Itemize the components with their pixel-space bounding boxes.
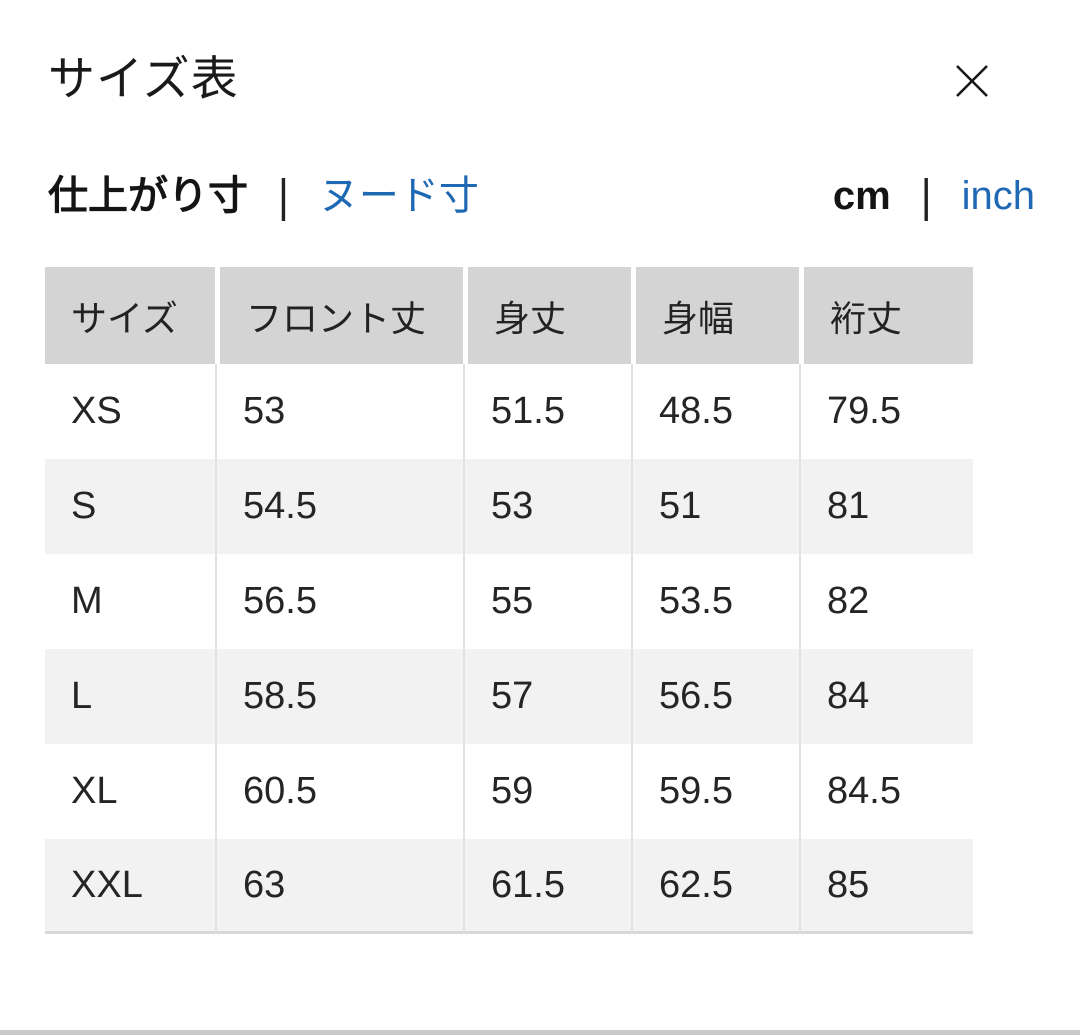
cell-value: 58.5 — [215, 649, 463, 745]
cell-value: 57 — [463, 649, 631, 745]
size-label: S — [45, 459, 215, 555]
table-row: L 58.5 57 56.5 84 — [45, 649, 973, 745]
cell-value: 56.5 — [215, 554, 463, 650]
cell-value: 79.5 — [799, 364, 973, 460]
cell-value: 53.5 — [631, 554, 799, 650]
tab-bar: 仕上がり寸 | ヌード寸 cm | inch — [48, 169, 1035, 223]
cell-value: 85 — [799, 839, 973, 935]
cell-value: 84.5 — [799, 744, 973, 840]
size-label: XXL — [45, 839, 215, 935]
close-button[interactable] — [948, 58, 996, 106]
cell-value: 53 — [215, 364, 463, 460]
cell-value: 60.5 — [215, 744, 463, 840]
unit-tab-group: cm | inch — [833, 169, 1035, 223]
table-row: XS 53 51.5 48.5 79.5 — [45, 364, 973, 460]
cell-value: 56.5 — [631, 649, 799, 745]
size-label: M — [45, 554, 215, 650]
table-row: XL 60.5 59 59.5 84.5 — [45, 744, 973, 840]
cell-value: 51.5 — [463, 364, 631, 460]
modal-header: サイズ表 — [0, 0, 1080, 109]
size-label: L — [45, 649, 215, 745]
size-label: XL — [45, 744, 215, 840]
tab-separator: | — [278, 169, 289, 222]
tab-unit-inch[interactable]: inch — [961, 174, 1035, 219]
size-table: サイズ フロント丈 身丈 身幅 裄丈 XS 53 51.5 48.5 79.5 … — [45, 267, 973, 935]
measurement-tab-group: 仕上がり寸 | ヌード寸 — [48, 169, 479, 223]
tab-unit-cm[interactable]: cm — [832, 174, 891, 219]
column-header-body-width: 身幅 — [631, 267, 799, 365]
table-row: M 56.5 55 53.5 82 — [45, 554, 973, 650]
cell-value: 84 — [799, 649, 973, 745]
cell-value: 53 — [463, 459, 631, 555]
tab-finished-measurements[interactable]: 仕上がり寸 — [48, 174, 248, 219]
cell-value: 55 — [463, 554, 631, 650]
modal-title: サイズ表 — [48, 52, 239, 105]
tab-nude-measurements[interactable]: ヌード寸 — [318, 174, 479, 219]
column-header-size: サイズ — [45, 267, 215, 365]
cell-value: 51 — [631, 459, 799, 555]
size-table-header: サイズ フロント丈 身丈 身幅 裄丈 — [45, 267, 973, 365]
table-row: S 54.5 53 51 81 — [45, 459, 973, 555]
table-row: XXL 63 61.5 62.5 85 — [45, 839, 973, 935]
cell-value: 63 — [215, 839, 463, 935]
column-header-front-length: フロント丈 — [215, 267, 463, 365]
cell-value: 48.5 — [631, 364, 799, 460]
size-label: XS — [45, 364, 215, 460]
cell-value: 59 — [463, 744, 631, 840]
column-header-sleeve-length: 裄丈 — [799, 267, 973, 365]
close-icon — [953, 62, 991, 103]
column-header-body-length: 身丈 — [463, 267, 631, 365]
cell-value: 81 — [799, 459, 973, 555]
cell-value: 62.5 — [631, 839, 799, 935]
cell-value: 82 — [799, 554, 973, 650]
bottom-edge-strip — [0, 1030, 1080, 1035]
cell-value: 54.5 — [215, 459, 463, 555]
unit-separator: | — [920, 169, 932, 222]
size-table-body: XS 53 51.5 48.5 79.5 S 54.5 53 51 81 M 5… — [45, 364, 973, 935]
cell-value: 61.5 — [463, 839, 631, 935]
cell-value: 59.5 — [631, 744, 799, 840]
